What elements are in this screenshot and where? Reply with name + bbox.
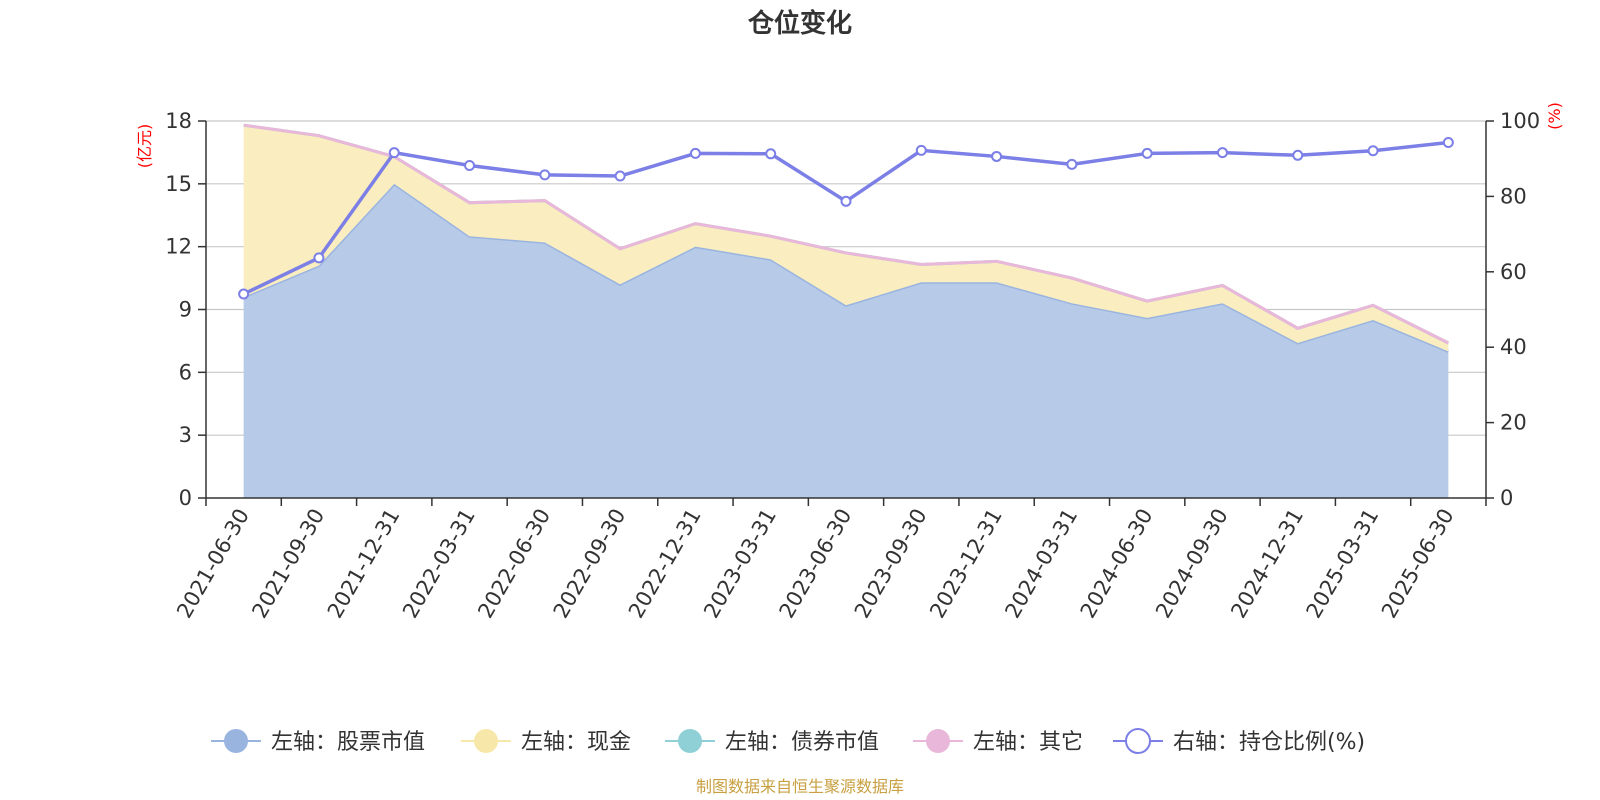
- right-tick-label: 80: [1500, 184, 1527, 208]
- x-tick-label: 2023-09-30: [850, 505, 932, 623]
- legend-item-0[interactable]: 左轴：股票市值: [211, 729, 425, 755]
- ratio-point[interactable]: [539, 169, 551, 181]
- legend-swatch-marker: [1125, 728, 1151, 754]
- ratio-point[interactable]: [1292, 149, 1304, 161]
- x-tick-label: 2021-12-31: [323, 505, 405, 623]
- left-axis-unit: (亿元): [135, 124, 154, 169]
- chart-title: 仓位变化: [747, 8, 852, 39]
- legend-label: 左轴：股票市值: [271, 730, 425, 755]
- area-0: [243, 183, 1449, 499]
- right-axis-unit: (%): [1545, 102, 1564, 130]
- x-tick-label: 2023-03-31: [699, 505, 781, 623]
- legend-label: 左轴：债券市值: [725, 730, 879, 755]
- legend-swatch-marker: [678, 729, 702, 753]
- ratio-point[interactable]: [689, 147, 701, 159]
- legend-item-2[interactable]: 左轴：债券市值: [665, 729, 879, 755]
- ratio-point[interactable]: [1442, 136, 1454, 148]
- ratio-point[interactable]: [1141, 147, 1153, 159]
- area-series: [243, 123, 1450, 499]
- x-tick-label: 2022-06-30: [473, 505, 555, 623]
- x-tick-label: 2022-09-30: [549, 505, 631, 623]
- x-tick-label: 2024-06-30: [1076, 505, 1158, 623]
- data-source-note: 制图数据来自恒生聚源数据库: [696, 777, 904, 796]
- right-tick-label: 20: [1500, 411, 1527, 435]
- x-tick-label: 2025-06-30: [1377, 505, 1459, 623]
- x-tick-label: 2022-03-31: [398, 505, 480, 623]
- left-tick-label: 6: [179, 360, 192, 384]
- left-tick-label: 12: [165, 235, 192, 259]
- legend-swatch-marker: [926, 729, 950, 753]
- left-tick-label: 0: [179, 486, 192, 510]
- right-tick-label: 100: [1500, 109, 1540, 133]
- right-tick-label: 60: [1500, 260, 1527, 284]
- x-tick-label: 2023-06-30: [775, 505, 857, 623]
- legend-label: 右轴：持仓比例(%): [1173, 730, 1365, 755]
- ratio-point[interactable]: [1367, 145, 1379, 157]
- ratio-point[interactable]: [1216, 147, 1228, 159]
- legend: 左轴：股票市值 左轴：现金 左轴：债券市值 左轴：其它 右轴：持仓比例(%): [211, 728, 1365, 755]
- legend-item-4[interactable]: 右轴：持仓比例(%): [1113, 728, 1365, 755]
- ratio-point[interactable]: [1066, 158, 1078, 170]
- x-tick-label: 2021-09-30: [247, 505, 329, 623]
- left-tick-label: 9: [179, 298, 192, 322]
- x-tick-label: 2024-03-31: [1000, 505, 1082, 623]
- x-tick-label: 2025-03-31: [1302, 505, 1384, 623]
- left-tick-label: 3: [179, 423, 192, 447]
- x-tick-label: 2023-12-31: [925, 505, 1007, 623]
- x-tick-label: 2021-06-30: [172, 505, 254, 623]
- ratio-point[interactable]: [313, 252, 325, 264]
- right-tick-label: 0: [1500, 486, 1513, 510]
- ratio-point[interactable]: [991, 150, 1003, 162]
- ratio-point[interactable]: [765, 148, 777, 160]
- area-1: [243, 125, 1449, 352]
- ratio-point[interactable]: [840, 195, 852, 207]
- legend-label: 左轴：现金: [521, 730, 631, 755]
- left-tick-label: 18: [165, 109, 192, 133]
- right-tick-label: 40: [1500, 335, 1527, 359]
- legend-item-1[interactable]: 左轴：现金: [461, 729, 631, 755]
- area-line-3: [243, 123, 1450, 345]
- legend-swatch-marker: [224, 729, 248, 753]
- ratio-point[interactable]: [238, 288, 250, 300]
- x-tick-label: 2024-12-31: [1226, 505, 1308, 623]
- left-tick-label: 15: [165, 172, 192, 196]
- ratio-point[interactable]: [614, 170, 626, 182]
- legend-label: 左轴：其它: [973, 730, 1083, 755]
- ratio-point[interactable]: [915, 144, 927, 156]
- x-tick-label: 2022-12-31: [624, 505, 706, 623]
- ratio-point[interactable]: [464, 159, 476, 171]
- legend-item-3[interactable]: 左轴：其它: [913, 729, 1083, 755]
- legend-swatch-marker: [474, 729, 498, 753]
- x-tick-label: 2024-09-30: [1151, 505, 1233, 623]
- ratio-point[interactable]: [388, 147, 400, 159]
- position-ratio-series: [238, 136, 1454, 300]
